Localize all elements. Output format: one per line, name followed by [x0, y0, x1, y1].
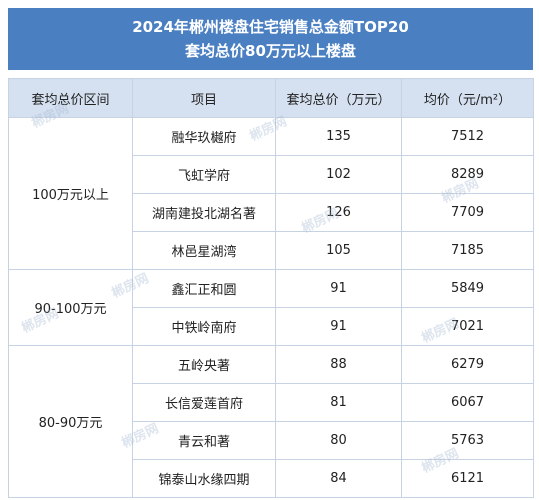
project-cell: 飞虹学府 [132, 155, 276, 194]
table-row: 青云和著 80 5763 [9, 421, 534, 460]
title-line-1: 2024年郴州楼盘住宅销售总金额TOP20 [132, 18, 409, 36]
total-cell: 84 [275, 459, 402, 498]
header-project: 项目 [132, 78, 276, 118]
total-cell: 105 [275, 231, 402, 270]
sales-table: 套均总价区间 项目 套均总价（万元） 均价（元/m²） 100万元以上 融华玖樾… [8, 78, 534, 498]
table-row: 湖南建投北湖名著 126 7709 [9, 193, 534, 232]
total-cell: 126 [275, 193, 402, 232]
title-bar: 2024年郴州楼盘住宅销售总金额TOP20 套均总价80万元以上楼盘 [8, 8, 533, 70]
range-cell: 90-100万元 [8, 269, 133, 346]
total-cell: 81 [275, 383, 402, 422]
range-cell: 100万元以上 [8, 117, 133, 270]
table-row: 80-90万元 五岭央著 88 6279 [8, 345, 534, 498]
avg-cell: 7709 [401, 193, 534, 232]
header-total-price: 套均总价（万元） [275, 78, 402, 118]
table-row: 飞虹学府 102 8289 [9, 155, 534, 194]
project-cell: 中铁岭南府 [132, 307, 276, 346]
total-cell: 91 [275, 307, 402, 346]
table-row: 长信爱莲首府 81 6067 [9, 383, 534, 422]
avg-cell: 7512 [401, 117, 534, 156]
total-cell: 91 [275, 269, 402, 308]
project-cell: 锦泰山水缘四期 [132, 459, 276, 498]
project-cell: 融华玖樾府 [132, 117, 276, 156]
avg-cell: 6121 [401, 459, 534, 498]
project-cell: 长信爱莲首府 [132, 383, 276, 422]
avg-cell: 7021 [401, 307, 534, 346]
header-avg-price: 均价（元/m²） [401, 78, 534, 118]
avg-cell: 5849 [401, 269, 534, 308]
table-row: 中铁岭南府 91 7021 [9, 307, 534, 346]
project-cell: 青云和著 [132, 421, 276, 460]
avg-cell: 8289 [401, 155, 534, 194]
title-line-2: 套均总价80万元以上楼盘 [185, 42, 356, 60]
table-row: 100万元以上 融华玖樾府 135 7512 [8, 117, 534, 270]
avg-cell: 7185 [401, 231, 534, 270]
total-cell: 88 [275, 345, 402, 384]
project-cell: 林邑星湖湾 [132, 231, 276, 270]
avg-cell: 5763 [401, 421, 534, 460]
avg-cell: 6279 [401, 345, 534, 384]
table-row: 林邑星湖湾 105 7185 [9, 231, 534, 270]
total-cell: 80 [275, 421, 402, 460]
header-row: 套均总价区间 项目 套均总价（万元） 均价（元/m²） [8, 78, 534, 118]
range-cell: 80-90万元 [8, 345, 133, 498]
project-cell: 鑫汇正和圆 [132, 269, 276, 308]
project-cell: 湖南建投北湖名著 [132, 193, 276, 232]
avg-cell: 6067 [401, 383, 534, 422]
project-cell: 五岭央著 [132, 345, 276, 384]
total-cell: 135 [275, 117, 402, 156]
table-row: 90-100万元 鑫汇正和圆 91 5849 [8, 269, 534, 346]
table-row: 锦泰山水缘四期 84 6121 [9, 459, 534, 498]
header-range: 套均总价区间 [8, 78, 133, 118]
total-cell: 102 [275, 155, 402, 194]
